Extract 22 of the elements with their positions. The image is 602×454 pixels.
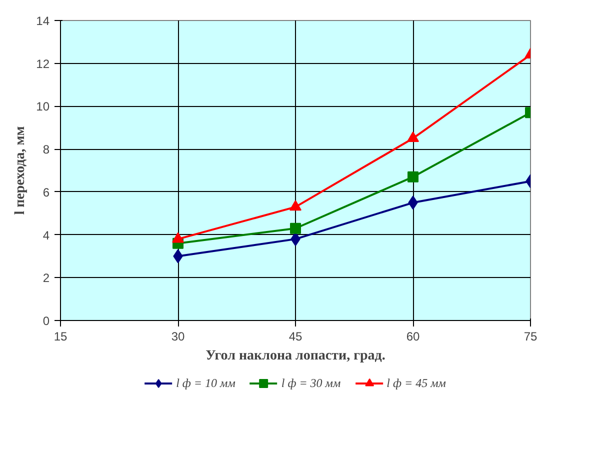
point xyxy=(290,222,301,234)
y-tick-label: 6 xyxy=(42,185,50,200)
y-tick-label: 10 xyxy=(36,100,50,114)
legend-label: l ф = 30 мм xyxy=(281,376,341,390)
y-axis-title: l перехода, мм xyxy=(13,126,28,215)
point xyxy=(407,132,419,142)
y-tick-label: 0 xyxy=(42,314,50,328)
legend-label: l ф = 45 мм xyxy=(386,376,446,390)
x-tick-label: 30 xyxy=(171,330,185,344)
point xyxy=(408,171,418,182)
legend-label: l ф = 10 мм xyxy=(176,376,236,390)
y-tick-label: 4 xyxy=(42,228,50,242)
x-tick-label: 75 xyxy=(524,330,538,344)
x-tick-label: 60 xyxy=(406,330,420,344)
y-tick-label: 2 xyxy=(42,271,50,286)
y-tick-label: 14 xyxy=(36,14,50,28)
x-axis-title: Угол наклона лопасти, град. xyxy=(206,348,386,364)
y-tick-label: 8 xyxy=(42,142,50,157)
point xyxy=(290,200,302,211)
y-tick-label: 12 xyxy=(36,56,50,71)
x-tick-label: 45 xyxy=(288,330,302,344)
x-tick-label: 15 xyxy=(54,330,68,344)
